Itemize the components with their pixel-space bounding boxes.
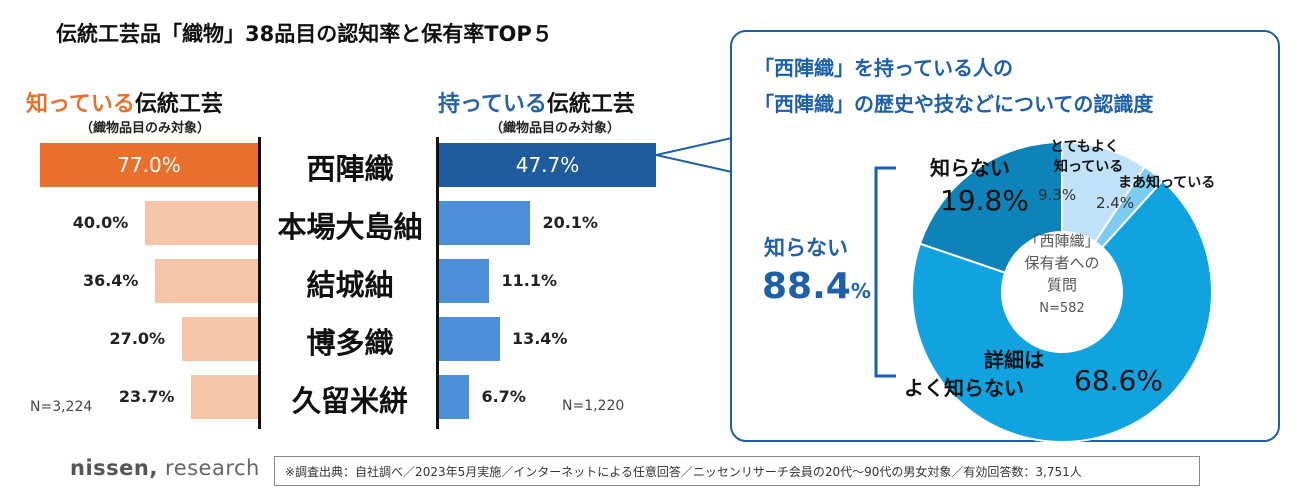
owned-bar-5: [439, 375, 470, 419]
owned-bar-4: [439, 317, 500, 361]
right-header-highlight: 持っている: [438, 92, 547, 117]
donut-slice-shiranai: [918, 140, 1063, 274]
owned-bar-1: [439, 143, 656, 187]
awareness-donut-chart: [911, 140, 1213, 442]
category-label-4: 博多織: [306, 326, 394, 360]
category-label-3: 結城紬: [306, 268, 394, 302]
owned-bar-2: [439, 201, 531, 245]
right-axis-line: [436, 137, 439, 429]
center-sample-size: N=582: [1039, 301, 1085, 316]
survey-source-note: ※調査出典：自社調べ／2023年5月実施／インターネットによる任意回答／ニッセン…: [274, 456, 1200, 486]
known-bar-1: [40, 143, 258, 187]
donut-slice-shosai: [911, 179, 1213, 442]
left-chart-subtitle: （織物品目のみ対象）: [79, 121, 210, 136]
known-value-label-2: 40.0%: [72, 213, 129, 232]
known-bar-3: [154, 259, 258, 303]
center-line-3: 質問: [1046, 276, 1077, 294]
panel-title-line1: 「西陣織」を持っている人の: [754, 56, 1013, 80]
bracket: [874, 166, 896, 378]
left-sample-size: N=3,224: [30, 399, 93, 415]
donut-center-label: 「西陣織」 保有者への 質問 N=582: [1002, 230, 1122, 320]
callout-pointer: [656, 137, 733, 173]
known-bar-5: [190, 375, 258, 419]
known-value-label-3: 36.4%: [82, 271, 139, 290]
right-sample-size: N=1,220: [562, 398, 625, 414]
left-header-rest: 伝統工芸: [134, 92, 223, 117]
bracket-total: 88.4%: [762, 266, 871, 307]
bracket-value: 88.4: [762, 266, 851, 307]
panel-title-line2: 「西陣織」の歴史や技などについての認識度: [754, 92, 1154, 116]
seg-label-shosai-name-1: 詳細は: [984, 348, 1044, 372]
right-chart-header: 持っている伝統工芸: [438, 86, 635, 118]
seg-label-totemo-name-1: とてもよく: [1050, 139, 1119, 155]
right-header-rest: 伝統工芸: [546, 92, 635, 117]
logo-part-a: nissen,: [70, 456, 158, 480]
seg-label-shiranai-value: 19.8%: [940, 184, 1029, 217]
known-value-label-4: 27.0%: [109, 329, 166, 348]
seg-label-maa-value: 2.4%: [1096, 194, 1135, 212]
seg-label-totemo-value: 9.3%: [1038, 186, 1077, 204]
nissen-research-logo: nissen, research: [70, 456, 260, 480]
owned-value-label-4: 13.4%: [511, 329, 568, 348]
owned-value-label-1: 47.7%: [515, 153, 580, 177]
left-axis-line: [258, 137, 261, 429]
page-title: 伝統工芸品「織物」38品目の認知率と保有率TOP５: [56, 22, 553, 46]
known-bar-4: [181, 317, 258, 361]
seg-label-shiranai-name: 知らない: [930, 156, 1010, 180]
seg-label-shosai-name-2: よく知らない: [904, 376, 1024, 400]
known-value-label-1: 77.0%: [117, 153, 181, 177]
seg-label-maa-name: まあ知っている: [1118, 175, 1216, 191]
known-bar-2: [144, 201, 258, 245]
center-line-2: 保有者への: [1024, 254, 1100, 272]
owned-bar-3: [439, 259, 490, 303]
owned-value-label-5: 6.7%: [481, 387, 526, 406]
logo-part-b: research: [165, 456, 260, 480]
right-chart-subtitle: （織物品目のみ対象）: [489, 121, 620, 136]
owned-value-label-2: 20.1%: [542, 213, 598, 232]
bracket-unit: %: [850, 279, 871, 303]
category-label-1: 西陣織: [306, 152, 394, 186]
seg-label-totemo-name-2: 知っている: [1054, 159, 1124, 175]
awareness-panel: 「西陣織」を持っている人の 「西陣織」の歴史や技などについての認識度 知らない …: [730, 30, 1280, 442]
left-chart-header: 知っている伝統工芸: [26, 86, 223, 118]
left-header-highlight: 知っている: [26, 92, 135, 117]
center-line-1: 「西陣織」: [1024, 232, 1100, 250]
owned-value-label-3: 11.1%: [501, 271, 557, 290]
category-label-2: 本場大島紬: [277, 210, 423, 244]
known-value-label-5: 23.7%: [118, 387, 175, 406]
seg-label-shosai-value: 68.6%: [1074, 364, 1163, 397]
category-label-5: 久留米絣: [291, 384, 408, 418]
bracket-label: 知らない: [764, 236, 848, 260]
